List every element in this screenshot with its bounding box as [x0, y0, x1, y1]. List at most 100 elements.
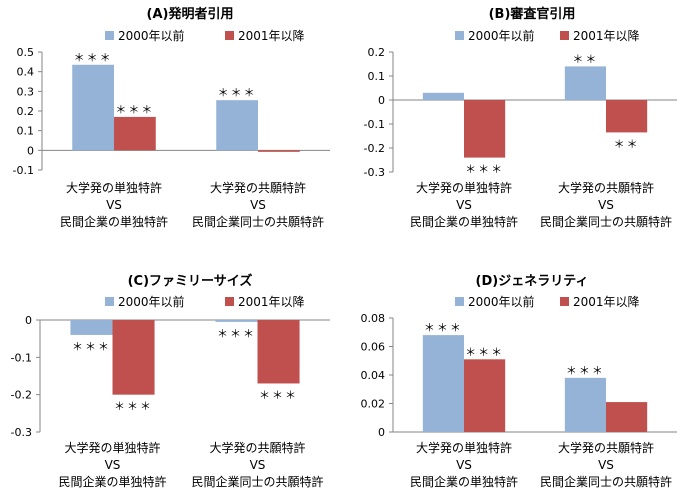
- legend-swatch: [560, 297, 569, 306]
- bar: [112, 320, 155, 395]
- category-label: 民間企業の単独特許: [60, 214, 168, 229]
- y-tick-label: 0.3: [17, 85, 35, 98]
- legend-label: 2001年以降: [573, 29, 640, 43]
- significance-label: ＊＊＊: [114, 400, 153, 413]
- category-label: 大学発の共願特許: [209, 440, 305, 455]
- legend-swatch: [455, 297, 464, 306]
- bar: [464, 359, 506, 432]
- y-tick-label: 0.04: [361, 369, 386, 382]
- bar: [606, 100, 648, 133]
- legend-swatch: [225, 297, 234, 306]
- y-tick-label: 0.1: [17, 125, 35, 138]
- bar: [257, 320, 300, 384]
- chart-panel-3: (D)ジェネラリティ 2000年以前 2001年以降 0.08 0.06 0.04 0.02…: [361, 274, 677, 489]
- bar: [422, 92, 464, 100]
- y-tick-label: 0: [25, 314, 32, 327]
- legend-swatch: [105, 297, 114, 306]
- bar: [606, 402, 648, 432]
- bar: [564, 377, 606, 432]
- significance-label: ＊＊＊: [566, 364, 605, 377]
- legend-label: 2000年以前: [468, 294, 535, 309]
- bar: [216, 100, 258, 151]
- legend-swatch: [225, 31, 234, 40]
- legend-label: 2000年以前: [118, 28, 185, 43]
- category-separator: VS: [105, 458, 121, 472]
- chart-title: (B)審査官引用: [489, 6, 576, 22]
- significance-label: ＊＊: [614, 137, 640, 150]
- y-tick-label: 0.4: [17, 66, 35, 79]
- y-tick-label: -0.3: [364, 166, 385, 179]
- significance-label: ＊＊＊: [115, 103, 154, 116]
- legend-label: 2001年以降: [238, 29, 305, 43]
- y-tick-label: 0.06: [361, 341, 386, 354]
- y-tick-label: 0.02: [361, 398, 386, 411]
- legend-swatch: [455, 31, 464, 40]
- y-tick-label: 0: [378, 94, 385, 107]
- category-label: 大学発の共願特許: [558, 440, 654, 455]
- category-separator: VS: [106, 198, 122, 212]
- y-tick-label: 0: [27, 144, 34, 157]
- category-label: 民間企業の単独特許: [410, 474, 518, 489]
- chart-panel-2: (C)ファミリーサイズ 2000年以前 2001年以降 0 -0.1 -0.2 -0.3 ＊＊…: [11, 273, 330, 489]
- legend-label: 2001年以降: [238, 295, 305, 309]
- category-label: 民間企業同士の共願特許: [191, 474, 323, 489]
- chart-panel-0: (A)発明者引用 2000年以前 2001年以降 0.5 0.4 0.3 0.2 0.1 0 -0…: [13, 6, 330, 229]
- category-separator: VS: [456, 458, 472, 472]
- bar: [258, 150, 300, 152]
- legend-swatch: [560, 31, 569, 40]
- bar: [422, 335, 464, 432]
- category-label: 民間企業同士の共願特許: [192, 214, 324, 229]
- y-tick-label: -0.1: [11, 351, 32, 364]
- category-separator: VS: [250, 458, 266, 472]
- chart-panel-1: (B)審査官引用 2000年以前 2001年以降 0.2 0.1 0 -0.1 -0.2 -0.…: [364, 6, 677, 229]
- significance-label: ＊＊＊: [465, 345, 504, 358]
- y-tick-label: -0.1: [13, 164, 34, 177]
- category-label: 大学発の共願特許: [558, 180, 654, 195]
- bar: [70, 320, 113, 335]
- category-label: 民間企業の単独特許: [58, 474, 166, 489]
- y-tick-label: 0.1: [368, 70, 386, 83]
- significance-label: ＊＊＊: [259, 388, 298, 401]
- category-separator: VS: [250, 198, 266, 212]
- category-separator: VS: [598, 458, 614, 472]
- y-tick-label: -0.2: [364, 142, 385, 155]
- chart-title: (A)発明者引用: [147, 6, 234, 22]
- category-label: 民間企業同士の共願特許: [540, 474, 672, 489]
- category-label: 大学発の共願特許: [210, 180, 306, 195]
- category-separator: VS: [456, 198, 472, 212]
- category-label: 大学発の単独特許: [416, 180, 512, 195]
- category-separator: VS: [598, 198, 614, 212]
- category-label: 大学発の単独特許: [416, 440, 512, 455]
- significance-label: ＊＊＊: [72, 340, 111, 353]
- category-label: 民間企業同士の共願特許: [540, 214, 672, 229]
- significance-label: ＊＊＊: [424, 321, 463, 334]
- y-tick-label: -0.2: [11, 389, 32, 402]
- legend-label: 2000年以前: [468, 28, 535, 43]
- significance-label: ＊＊: [572, 52, 598, 65]
- y-tick-label: -0.3: [11, 426, 32, 439]
- y-tick-label: 0.08: [361, 312, 386, 325]
- bar: [215, 320, 258, 322]
- significance-label: ＊＊＊: [218, 86, 257, 99]
- y-tick-label: 0.5: [17, 46, 35, 59]
- significance-label: ＊＊＊: [217, 327, 256, 340]
- legend-swatch: [105, 31, 114, 40]
- bar: [72, 64, 114, 151]
- bar: [564, 66, 606, 100]
- legend-label: 2000年以前: [118, 294, 185, 309]
- category-label: 大学発の単独特許: [66, 180, 162, 195]
- y-tick-label: 0.2: [17, 105, 35, 118]
- y-tick-label: -0.1: [364, 118, 385, 131]
- category-label: 民間企業の単独特許: [410, 214, 518, 229]
- significance-label: ＊＊＊: [465, 163, 504, 176]
- bar: [114, 116, 156, 151]
- chart-title: (D)ジェネラリティ: [476, 274, 589, 289]
- y-tick-label: 0: [378, 426, 385, 439]
- bar: [464, 100, 506, 158]
- category-label: 大学発の単独特許: [64, 440, 160, 455]
- significance-label: ＊＊＊: [74, 51, 113, 64]
- y-tick-label: 0.2: [368, 46, 386, 59]
- legend-label: 2001年以降: [573, 295, 640, 309]
- chart-title: (C)ファミリーサイズ: [128, 273, 253, 289]
